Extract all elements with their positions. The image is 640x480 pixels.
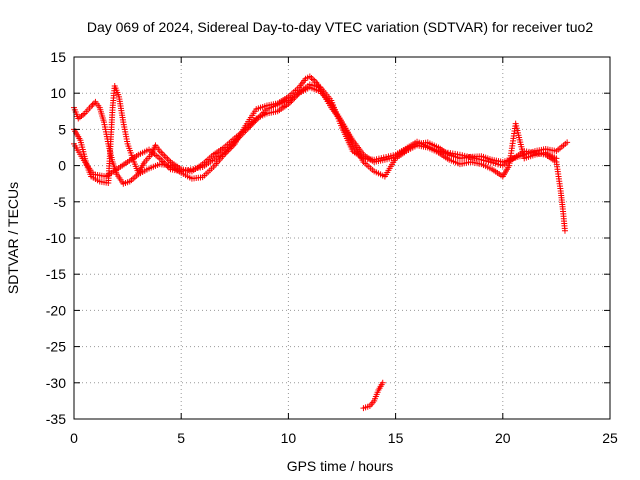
series-track-d (360, 379, 386, 412)
y-tick-label: -20 (46, 302, 66, 318)
data-point (564, 139, 571, 146)
data-point (561, 227, 568, 234)
x-axis-label: GPS time / hours (287, 458, 394, 474)
data-point (379, 379, 386, 386)
series-track-c (71, 81, 568, 234)
x-tick-label: 0 (70, 430, 78, 446)
y-tick-label: -5 (54, 194, 67, 210)
y-tick-label: -10 (46, 230, 66, 246)
y-tick-label: 10 (50, 85, 66, 101)
y-tick-label: 0 (58, 158, 66, 174)
x-tick-label: 5 (177, 430, 185, 446)
x-tick-label: 15 (388, 430, 404, 446)
y-tick-label: 5 (58, 121, 66, 137)
y-tick-label: -30 (46, 375, 66, 391)
y-tick-label: 15 (50, 49, 66, 65)
data-point (88, 103, 95, 110)
x-tick-label: 20 (495, 430, 511, 446)
chart-title: Day 069 of 2024, Sidereal Day-to-day VTE… (87, 19, 594, 35)
axis-ticks: 0 5 10 15 20 25 15 10 5 0 -5 -10 -15 -20 -25 -30 -35 (46, 49, 618, 446)
x-tick-label: 10 (281, 430, 297, 446)
x-tick-label: 25 (602, 430, 618, 446)
y-tick-label: -35 (46, 411, 66, 427)
data-points (71, 73, 571, 412)
data-point (89, 101, 96, 108)
y-tick-label: -15 (46, 266, 66, 282)
y-axis-label: SDTVAR / TECUs (5, 182, 21, 294)
y-tick-label: -25 (46, 339, 66, 355)
